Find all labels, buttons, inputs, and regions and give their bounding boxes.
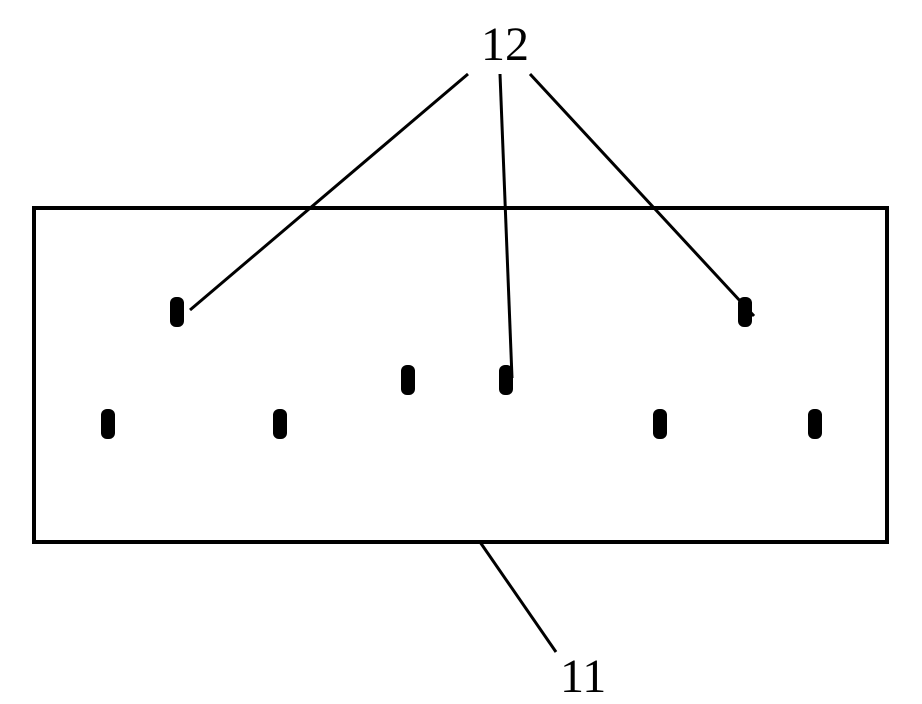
marker-dot: [273, 409, 287, 439]
leader-12-right: [530, 74, 754, 316]
leader-11: [480, 542, 556, 652]
marker-dot: [401, 365, 415, 395]
label-12: 12: [481, 18, 529, 71]
outer-box: [34, 208, 887, 542]
marker-dot: [653, 409, 667, 439]
marker-dot: [808, 409, 822, 439]
marker-dot: [101, 409, 115, 439]
leader-12-left: [190, 74, 468, 310]
leader-12-mid: [500, 74, 512, 378]
marker-dot: [170, 297, 184, 327]
label-11: 11: [560, 650, 606, 703]
